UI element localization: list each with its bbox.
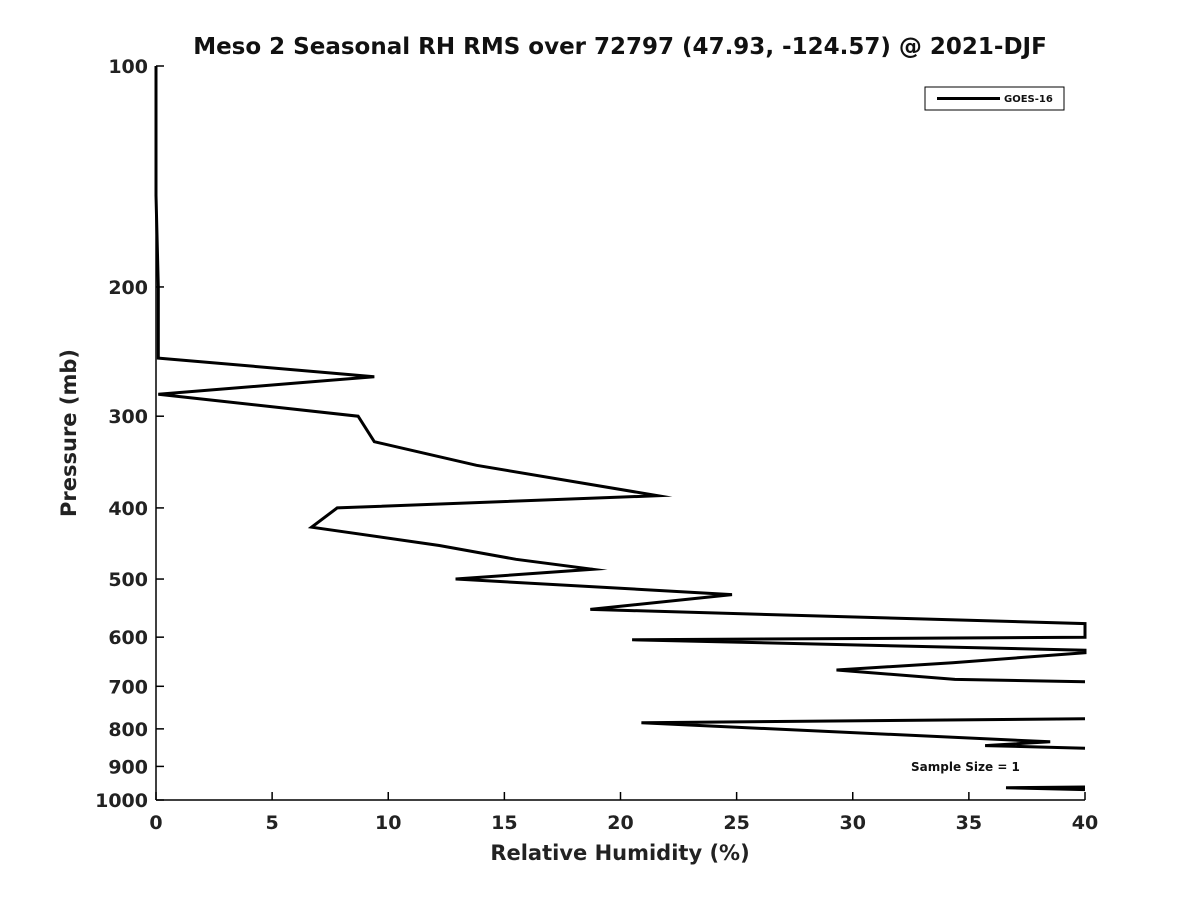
y-tick-label: 600: [108, 627, 148, 649]
legend-label-goes-16: GOES-16: [1004, 94, 1053, 105]
x-tick-label: 35: [956, 812, 982, 834]
axes-layer: 0 5 10 15 20 25 30 35 40 100 200 300 400 500 600 700 800…: [95, 56, 1098, 834]
y-tick-label: 900: [108, 756, 148, 778]
y-tick-label: 800: [108, 719, 148, 741]
y-tick-label: 400: [108, 498, 148, 520]
sample-size-annotation: Sample Size = 1: [911, 760, 1020, 774]
series-line-goes-16-segment-2: [641, 717, 1086, 750]
x-tick-label: 20: [607, 812, 633, 834]
series-line-goes-16-segment-3: [1005, 785, 1086, 792]
x-axis-label: Relative Humidity (%): [490, 841, 749, 865]
series-layer: [154, 66, 1087, 792]
y-tick-label: 1000: [95, 790, 148, 812]
y-tick-label: 300: [108, 406, 148, 428]
y-tick-label: 500: [108, 569, 148, 591]
x-tick-label: 30: [840, 812, 866, 834]
series-line-goes-16-segment-1: [154, 66, 1087, 684]
legend: GOES-16: [924, 86, 1065, 111]
x-tick-label: 40: [1072, 812, 1098, 834]
chart-title: Meso 2 Seasonal RH RMS over 72797 (47.93…: [193, 34, 1047, 60]
x-tick-label: 10: [375, 812, 401, 834]
x-tick-label: 5: [266, 812, 279, 834]
x-tick-label: 0: [149, 812, 162, 834]
y-axis-label: Pressure (mb): [57, 349, 81, 517]
y-tick-label: 700: [108, 676, 148, 698]
x-tick-label: 25: [723, 812, 749, 834]
y-tick-label: 200: [108, 277, 148, 299]
y-tick-label: 100: [108, 56, 148, 78]
x-tick-label: 15: [491, 812, 517, 834]
